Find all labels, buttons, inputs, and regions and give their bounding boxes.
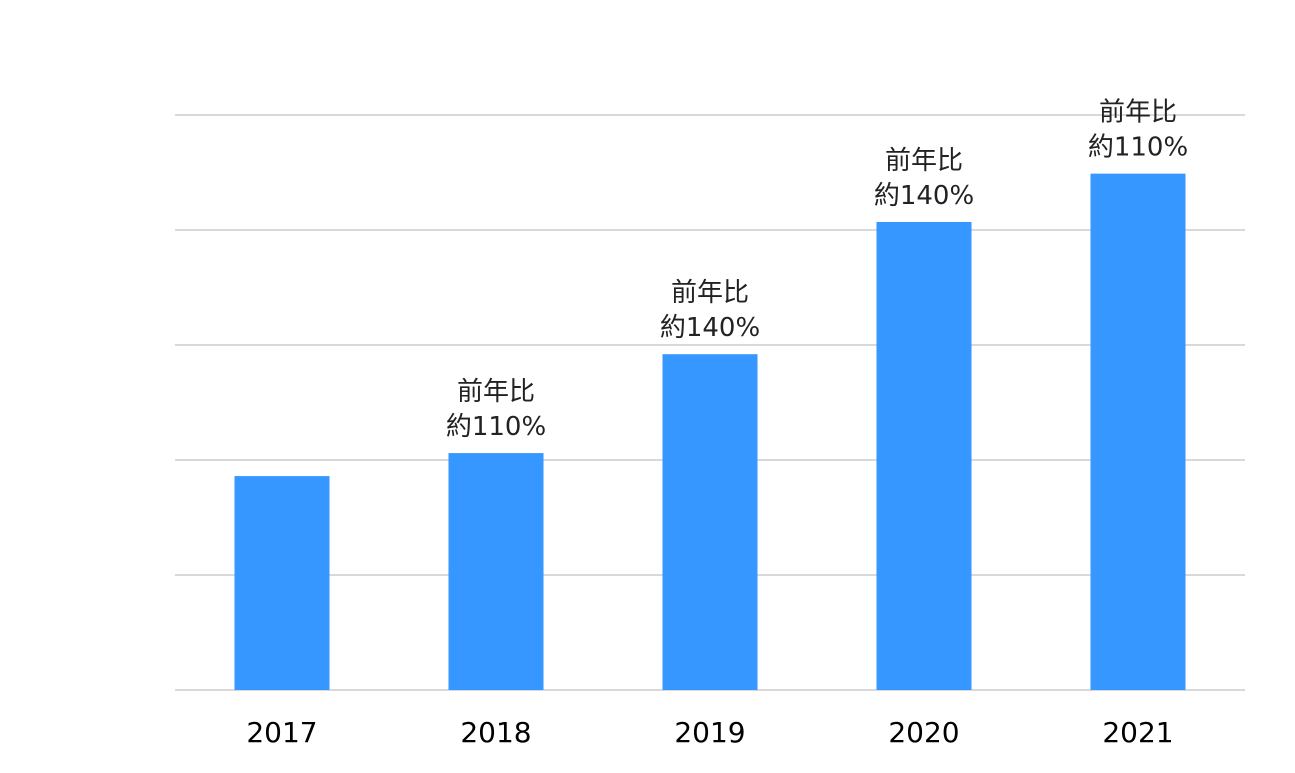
data-label-line: 前年比 (671, 278, 749, 308)
data-label-line: 約140% (874, 181, 974, 211)
bar-2020 (876, 221, 972, 690)
bar-2018 (448, 453, 544, 690)
bar-2019 (662, 354, 758, 690)
data-label-line: 約110% (446, 412, 546, 442)
data-label-2019: 前年比約140% (660, 278, 760, 343)
bar-2017 (234, 476, 330, 690)
data-label-2020: 前年比約140% (874, 146, 974, 211)
x-tick-label: 2021 (1102, 716, 1173, 749)
data-label-line: 前年比 (885, 146, 963, 176)
data-label-2018: 前年比約110% (446, 377, 546, 442)
x-tick-label: 2018 (460, 716, 531, 749)
data-label-line: 約110% (1088, 133, 1188, 163)
bars (234, 173, 1186, 690)
data-label-2021: 前年比約110% (1088, 98, 1188, 163)
x-axis-tick-labels: 2017 2018 2019 2020 2021 (246, 716, 1173, 749)
data-labels: 前年比約110%前年比約140%前年比約140%前年比約110% (446, 98, 1188, 442)
data-label-line: 約140% (660, 313, 760, 343)
x-tick-label: 2020 (888, 716, 959, 749)
x-tick-label: 2017 (246, 716, 317, 749)
x-tick-label: 2019 (674, 716, 745, 749)
data-label-line: 前年比 (1099, 98, 1177, 128)
bar-2021 (1090, 173, 1186, 690)
data-label-line: 前年比 (457, 377, 535, 407)
